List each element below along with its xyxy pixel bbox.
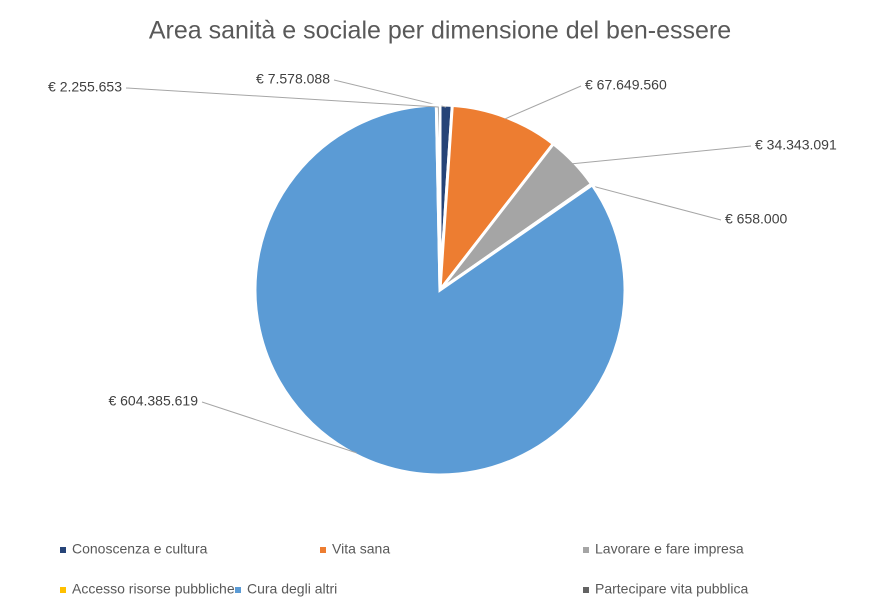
legend-swatch — [320, 547, 326, 553]
legend-label: Lavorare e fare impresa — [595, 541, 744, 557]
legend-label: Cura degli altri — [247, 581, 337, 597]
legend-label: Vita sana — [332, 541, 390, 557]
pie-slice — [438, 103, 556, 295]
legend-swatch — [60, 587, 66, 593]
data-label: € 604.385.619 — [108, 393, 198, 409]
pie-slice — [434, 103, 442, 291]
legend-label: Conoscenza e cultura — [72, 541, 208, 557]
data-label: € 658.000 — [725, 211, 787, 227]
data-label: € 7.578.088 — [256, 71, 330, 87]
chart-title: Area sanità e sociale per dimensione del… — [149, 17, 731, 45]
leader-line — [333, 79, 447, 108]
legend-label: Partecipare vita pubblica — [595, 581, 749, 597]
leader-line — [125, 87, 439, 108]
leader-line — [572, 145, 752, 165]
leader-line — [590, 185, 722, 221]
data-label: € 67.649.560 — [585, 77, 667, 93]
legend-swatch — [235, 587, 241, 593]
data-label: € 34.343.091 — [755, 137, 837, 153]
legend-swatch — [583, 587, 589, 593]
legend-swatch — [583, 547, 589, 553]
legend-swatch — [60, 547, 66, 553]
legend-label: Accesso risorse pubbliche — [72, 581, 235, 597]
leader-line — [504, 85, 582, 120]
leader-line — [201, 401, 357, 454]
data-label: € 2.255.653 — [48, 79, 122, 95]
